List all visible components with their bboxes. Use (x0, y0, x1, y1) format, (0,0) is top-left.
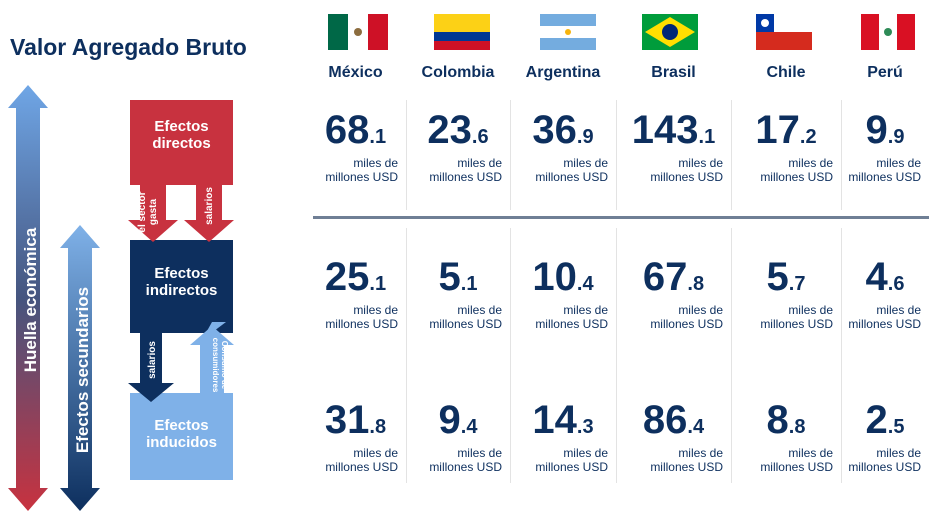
indirect-fo: Efectos indirectos (145, 265, 218, 299)
country-name: Perú (867, 64, 903, 81)
country-name: Chile (766, 64, 806, 81)
spend-label: el sector gasta (137, 191, 159, 233)
unit: miles de millones USD (760, 446, 833, 474)
value: 4.6 (865, 255, 905, 299)
value: 23.6 (427, 108, 489, 152)
diagram: Huella económica Efectos secundarios Efe… (8, 85, 234, 511)
value: 17.2 (755, 108, 817, 152)
value: 68.1 (324, 108, 387, 152)
flags (328, 14, 915, 50)
unit: miles de millones USD (848, 446, 921, 474)
value: 36.9 (532, 108, 594, 152)
induced-label: Efectos inducidos (146, 417, 217, 451)
unit: miles de millones USD (429, 303, 502, 331)
unit: miles de millones USD (429, 156, 502, 184)
unit: miles de millones USD (848, 156, 921, 184)
wages-arrow (184, 185, 234, 242)
title: Valor Agregado Bruto (10, 34, 247, 60)
value: 9.9 (865, 108, 905, 152)
flag-argentina (540, 14, 596, 50)
consumption-label: Consumo de consumidores (211, 337, 229, 393)
induced-box (130, 393, 233, 480)
country-name: México (328, 64, 383, 81)
value: 10.4 (532, 255, 594, 299)
consumption-arrow (190, 326, 234, 393)
column-separator (406, 228, 407, 483)
column-separator (731, 228, 732, 483)
value: 31.8 (324, 398, 387, 442)
unit: miles de millones USD (535, 303, 608, 331)
value: 14.3 (532, 398, 594, 442)
country-name: Brasil (651, 64, 696, 81)
value: 5.7 (766, 255, 806, 299)
direct-box (130, 100, 233, 185)
spend-arrow (128, 185, 178, 242)
unit: miles de millones USD (429, 446, 502, 474)
unit: miles de millones USD (535, 156, 608, 184)
value: 25.1 (324, 255, 387, 299)
value: 9.4 (438, 398, 478, 442)
induced-fo: Efectos inducidos (146, 417, 217, 451)
consumption-fo: Consumo de consumidores (211, 337, 229, 393)
value: 86.4 (642, 398, 705, 442)
value: 67.8 (642, 255, 705, 299)
direct-fo: Efectos directos (152, 118, 211, 152)
flag-colombia (434, 14, 490, 50)
wages-arrow (128, 333, 174, 402)
column-separator (406, 100, 407, 210)
unit: miles de millones USD (325, 446, 398, 474)
footprint-arrow (8, 85, 48, 511)
column-separator (616, 228, 617, 483)
flag-brazil (642, 14, 698, 50)
unit: miles de millones USD (535, 446, 608, 474)
unit: miles de millones USD (650, 303, 723, 331)
country-name: Argentina (525, 64, 601, 81)
unit: miles de millones USD (325, 156, 398, 184)
wages-label: salarios (204, 187, 215, 225)
secondary-arrow (60, 225, 100, 511)
indirect-box (130, 240, 233, 333)
unit: miles de millones USD (760, 156, 833, 184)
unit: miles de millones USD (650, 156, 723, 184)
column-separator (510, 228, 511, 483)
unit: miles de millones USD (650, 446, 723, 474)
wages-label: salarios (147, 341, 158, 379)
column-separator (841, 228, 842, 483)
column-separator (841, 100, 842, 210)
value: 2.5 (865, 398, 905, 442)
divider (313, 216, 929, 219)
country-name: Colombia (421, 64, 495, 81)
unit: miles de millones USD (325, 303, 398, 331)
column-separator (616, 100, 617, 210)
direct-label: Efectos directos (152, 118, 211, 152)
column-separator (510, 100, 511, 210)
column-separator (731, 100, 732, 210)
value: 5.1 (438, 255, 478, 299)
unit: miles de millones USD (760, 303, 833, 331)
value: 8.8 (766, 398, 806, 442)
spend-fo: el sector gasta (137, 191, 159, 233)
secondary-label: Efectos secundarios (73, 287, 92, 453)
unit: miles de millones USD (848, 303, 921, 331)
flag-peru (861, 14, 915, 50)
flag-chile (756, 14, 812, 50)
value: 143.1 (631, 108, 716, 152)
footprint-label: Huella económica (21, 227, 40, 372)
indirect-label: Efectos indirectos (145, 265, 218, 299)
flag-mexico (328, 14, 388, 50)
